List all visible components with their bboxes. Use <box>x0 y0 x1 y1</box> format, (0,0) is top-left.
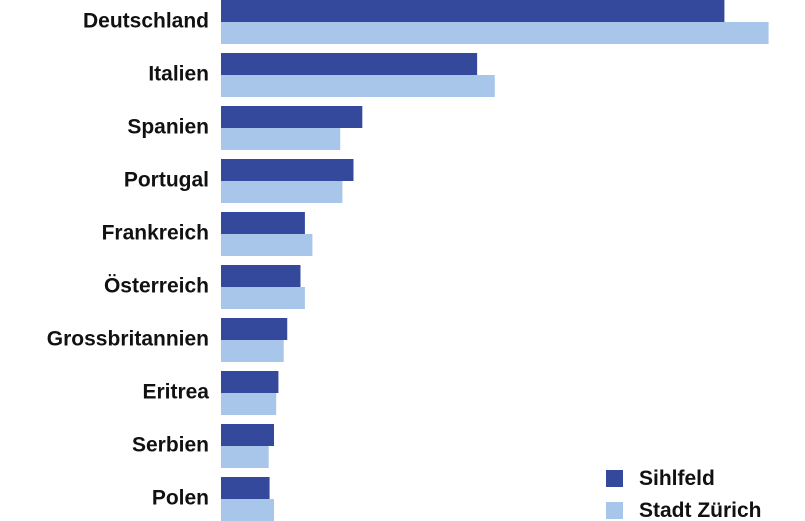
bar-stadt-zurich <box>221 499 274 521</box>
category-label: Serbien <box>132 434 209 457</box>
bar-sihlfeld <box>221 0 725 22</box>
bar-stadt-zurich <box>221 22 769 44</box>
category-label: Österreich <box>104 275 209 298</box>
category-label: Deutschland <box>83 10 209 33</box>
category-label: Portugal <box>124 169 209 192</box>
category-label: Spanien <box>127 116 209 139</box>
bar-stadt-zurich <box>221 234 313 256</box>
legend-label: Sihlfeld <box>639 467 715 490</box>
category-label: Polen <box>152 487 209 510</box>
category-label: Eritrea <box>142 381 209 404</box>
bar-sihlfeld <box>221 265 301 287</box>
bar-stadt-zurich <box>221 446 269 468</box>
legend-label: Stadt Zürich <box>639 499 762 521</box>
bar-stadt-zurich <box>221 75 495 97</box>
bar-stadt-zurich <box>221 340 284 362</box>
bar-stadt-zurich <box>221 181 343 203</box>
bar-stadt-zurich <box>221 128 341 150</box>
bar-sihlfeld <box>221 53 478 75</box>
category-label: Frankreich <box>102 222 209 245</box>
legend-swatch <box>606 502 623 519</box>
category-label: Grossbritannien <box>47 328 209 351</box>
bar-stadt-zurich <box>221 393 277 415</box>
bar-sihlfeld <box>221 212 305 234</box>
bar-sihlfeld <box>221 318 288 340</box>
bar-sihlfeld <box>221 424 274 446</box>
bar-sihlfeld <box>221 106 363 128</box>
bar-sihlfeld <box>221 371 279 393</box>
bar-sihlfeld <box>221 477 270 499</box>
category-label: Italien <box>148 63 209 86</box>
bar-sihlfeld <box>221 159 354 181</box>
legend-swatch <box>606 470 623 487</box>
bar-stadt-zurich <box>221 287 305 309</box>
